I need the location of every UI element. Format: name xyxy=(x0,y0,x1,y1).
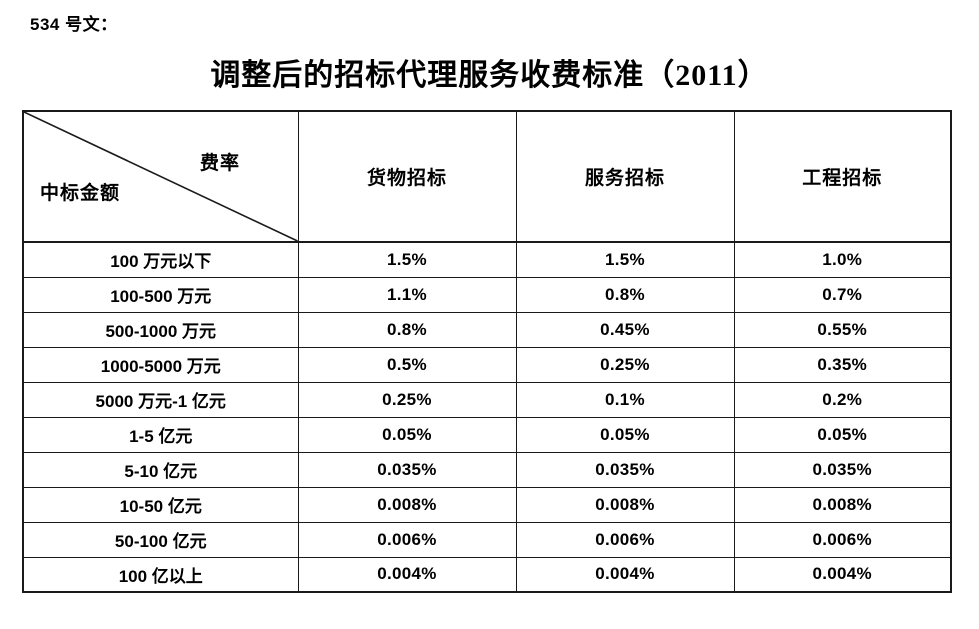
table-row: 500-1000 万元 0.8% 0.45% 0.55% xyxy=(22,311,952,348)
rate-value-cell: 0.006% xyxy=(297,521,517,558)
rate-value-cell: 0.1% xyxy=(515,381,735,418)
table-row: 100 亿以上 0.004% 0.004% 0.004% xyxy=(22,556,952,593)
table-row: 10-50 亿元 0.008% 0.008% 0.008% xyxy=(22,486,952,523)
fee-rate-table: 费率 中标金额 货物招标 服务招标 工程招标 100 万元以下 1.5% 1.5… xyxy=(22,110,952,593)
table-row: 1-5 亿元 0.05% 0.05% 0.05% xyxy=(22,416,952,453)
row-label-cell: 1-5 亿元 xyxy=(22,416,299,453)
rate-value-cell: 0.006% xyxy=(733,521,952,558)
corner-fee-rate-label: 费率 xyxy=(200,153,241,174)
rate-value-cell: 0.25% xyxy=(297,381,517,418)
corner-cell: 费率 中标金额 xyxy=(22,110,299,243)
table-row: 1000-5000 万元 0.5% 0.25% 0.35% xyxy=(22,346,952,383)
rate-value-cell: 0.035% xyxy=(515,451,735,488)
rate-value-cell: 0.25% xyxy=(515,346,735,383)
column-header-goods: 货物招标 xyxy=(297,110,517,243)
rate-value-cell: 0.5% xyxy=(297,346,517,383)
table-header-row: 费率 中标金额 货物招标 服务招标 工程招标 xyxy=(22,110,952,243)
rate-value-cell: 1.1% xyxy=(297,276,517,313)
row-label-cell: 100-500 万元 xyxy=(22,276,299,313)
rate-value-cell: 0.008% xyxy=(515,486,735,523)
corner-bid-amount-label: 中标金额 xyxy=(40,183,121,204)
table-row: 100 万元以下 1.5% 1.5% 1.0% xyxy=(22,241,952,278)
doc-number: 534 号文： xyxy=(30,15,118,34)
table-row: 5-10 亿元 0.035% 0.035% 0.035% xyxy=(22,451,952,488)
row-label-cell: 100 万元以下 xyxy=(22,241,299,278)
row-label-cell: 500-1000 万元 xyxy=(22,311,299,348)
rate-value-cell: 0.006% xyxy=(515,521,735,558)
rate-value-cell: 0.004% xyxy=(515,556,735,593)
rate-value-cell: 0.8% xyxy=(297,311,517,348)
rate-value-cell: 0.05% xyxy=(515,416,735,453)
column-header-engineering: 工程招标 xyxy=(733,110,952,243)
column-header-services: 服务招标 xyxy=(515,110,735,243)
row-label-cell: 100 亿以上 xyxy=(22,556,299,593)
rate-value-cell: 0.035% xyxy=(297,451,517,488)
rate-value-cell: 0.008% xyxy=(297,486,517,523)
rate-value-cell: 0.8% xyxy=(515,276,735,313)
diagonal-line xyxy=(24,112,298,241)
row-label-cell: 5000 万元-1 亿元 xyxy=(22,381,299,418)
rate-value-cell: 0.55% xyxy=(733,311,952,348)
table-row: 100-500 万元 1.1% 0.8% 0.7% xyxy=(22,276,952,313)
page-title: 调整后的招标代理服务收费标准（2011） xyxy=(210,59,769,92)
row-label-cell: 5-10 亿元 xyxy=(22,451,299,488)
rate-value-cell: 0.008% xyxy=(733,486,952,523)
row-label-cell: 10-50 亿元 xyxy=(22,486,299,523)
rate-value-cell: 0.2% xyxy=(733,381,952,418)
row-label-cell: 1000-5000 万元 xyxy=(22,346,299,383)
rate-value-cell: 0.7% xyxy=(733,276,952,313)
rate-value-cell: 1.5% xyxy=(515,241,735,278)
rate-value-cell: 1.5% xyxy=(297,241,517,278)
row-label-cell: 50-100 亿元 xyxy=(22,521,299,558)
rate-value-cell: 0.05% xyxy=(733,416,952,453)
rate-value-cell: 0.35% xyxy=(733,346,952,383)
rate-value-cell: 0.45% xyxy=(515,311,735,348)
rate-value-cell: 0.035% xyxy=(733,451,952,488)
rate-value-cell: 0.05% xyxy=(297,416,517,453)
table-row: 5000 万元-1 亿元 0.25% 0.1% 0.2% xyxy=(22,381,952,418)
rate-value-cell: 1.0% xyxy=(733,241,952,278)
table-row: 50-100 亿元 0.006% 0.006% 0.006% xyxy=(22,521,952,558)
rate-value-cell: 0.004% xyxy=(733,556,952,593)
rate-value-cell: 0.004% xyxy=(297,556,517,593)
